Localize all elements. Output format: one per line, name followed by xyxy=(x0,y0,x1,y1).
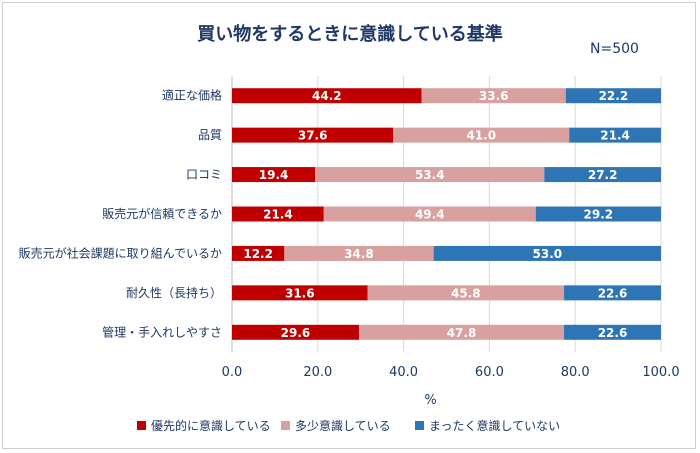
bar-segment xyxy=(433,245,661,261)
data-label: 53.0 xyxy=(533,247,563,261)
legend: 優先的に意識している 多少意識している まったく意識していない xyxy=(137,418,560,433)
labels: 0.0 20.0 40.0 60.0 80.0 100.0 適正な価格 44.2 33.6 22.… xyxy=(19,88,680,380)
data-label: 21.4 xyxy=(263,208,293,222)
bar-segment xyxy=(367,285,565,301)
x-tick-label: 80.0 xyxy=(561,365,590,380)
data-label: 44.2 xyxy=(312,89,342,103)
chart-title: 買い物をするときに意識している基準 xyxy=(197,24,503,45)
sample-size-annotation: N=500 xyxy=(590,41,639,57)
legend-swatch xyxy=(415,421,424,430)
bar-segment xyxy=(232,285,368,301)
data-label: 21.4 xyxy=(600,129,630,143)
data-label: 53.4 xyxy=(415,168,445,182)
bar-segment xyxy=(535,206,661,222)
bar-segment xyxy=(232,206,324,222)
legend-swatch xyxy=(137,421,146,430)
bar-segment xyxy=(393,127,570,143)
data-label: 31.6 xyxy=(285,286,315,300)
x-tick-label: 40.0 xyxy=(389,365,418,380)
data-label: 37.6 xyxy=(298,129,328,143)
bar-segment xyxy=(323,206,536,222)
bar-segment xyxy=(232,324,359,340)
category-label: 販売元が社会課題に取り組んでいるか xyxy=(19,245,222,260)
data-label: 47.8 xyxy=(447,326,477,340)
x-tick-label: 0.0 xyxy=(222,365,243,380)
x-tick-label: 20.0 xyxy=(303,365,332,380)
data-label: 22.6 xyxy=(598,326,628,340)
data-label: 27.2 xyxy=(588,168,618,182)
bar-segment xyxy=(564,285,661,301)
bar-segment xyxy=(232,167,316,183)
bar-segment xyxy=(232,245,285,261)
category-label: 口コミ xyxy=(186,168,222,182)
data-label: 22.6 xyxy=(598,286,628,300)
bars xyxy=(232,88,661,340)
category-label: 耐久性（長持ち） xyxy=(126,285,222,300)
bar-segment xyxy=(284,245,434,261)
bar-segment xyxy=(315,167,545,183)
category-label: 適正な価格 xyxy=(162,88,222,103)
category-label: 管理・手入れしやすさ xyxy=(102,324,222,339)
x-axis-title: % xyxy=(424,393,436,408)
data-label: 45.8 xyxy=(451,286,481,300)
bar-segment xyxy=(232,88,422,104)
legend-label: 優先的に意識している xyxy=(151,418,271,433)
bar-segment xyxy=(544,167,661,183)
legend-label: まったく意識していない xyxy=(429,418,560,433)
data-label: 49.4 xyxy=(415,208,445,222)
bar-segment xyxy=(565,88,661,104)
data-label: 41.0 xyxy=(466,129,496,143)
bar-segment xyxy=(232,127,394,143)
bar-segment xyxy=(421,88,566,104)
chart-frame xyxy=(2,2,696,449)
data-label: 34.8 xyxy=(344,247,374,261)
x-tick-label: 100.0 xyxy=(642,365,679,380)
bar-segment xyxy=(569,127,661,143)
bar-segment xyxy=(564,324,661,340)
bar-segment xyxy=(358,324,565,340)
category-label: 品質 xyxy=(198,127,222,142)
legend-swatch xyxy=(281,421,290,430)
data-label: 19.4 xyxy=(259,168,289,182)
x-tick-label: 60.0 xyxy=(475,365,504,380)
data-label: 33.6 xyxy=(479,89,509,103)
data-label: 29.2 xyxy=(584,208,614,222)
legend-label: 多少意識している xyxy=(295,418,391,433)
data-label: 22.2 xyxy=(599,89,629,103)
data-label: 12.2 xyxy=(243,247,273,261)
data-label: 29.6 xyxy=(281,326,311,340)
category-label: 販売元が信頼できるか xyxy=(102,206,222,221)
